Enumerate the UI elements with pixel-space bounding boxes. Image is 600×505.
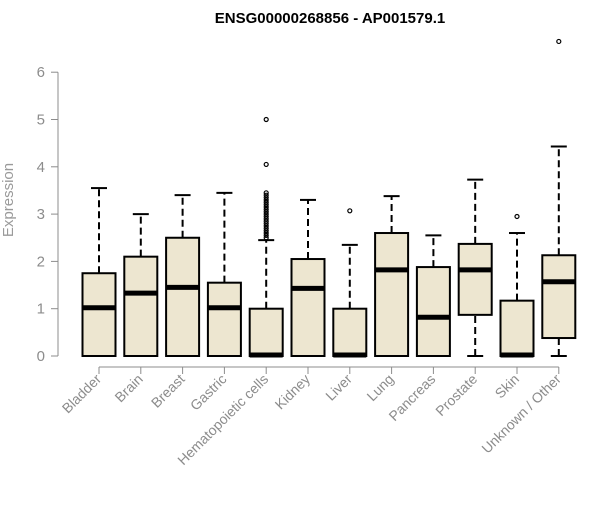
- chart-title: ENSG00000268856 - AP001579.1: [215, 10, 445, 27]
- iqr-box: [81, 272, 117, 358]
- box-lung: [374, 195, 410, 358]
- outlier-point: [263, 223, 269, 229]
- y-tick-label: 2: [37, 253, 45, 270]
- x-tick-label: Prostate: [432, 371, 480, 419]
- box-breast: [165, 194, 201, 357]
- y-tick-label: 4: [37, 159, 45, 176]
- x-tick-label: Lung: [363, 371, 396, 404]
- x-tick-label: Kidney: [272, 371, 314, 413]
- iqr-box: [374, 232, 410, 358]
- iqr-box: [415, 266, 451, 357]
- box-prostate: [457, 178, 493, 357]
- box-gastric: [206, 191, 242, 357]
- outlier-point: [263, 220, 269, 227]
- x-tick-label: Brain: [111, 371, 145, 405]
- box-liver: [332, 208, 368, 358]
- box-unknown-other: [541, 38, 577, 357]
- iqr-box: [457, 242, 493, 316]
- boxes-group: [81, 38, 577, 358]
- outlier-point: [263, 197, 269, 203]
- outlier-point: [263, 116, 269, 123]
- y-tick-label: 3: [37, 206, 45, 223]
- outlier-point: [263, 199, 269, 205]
- outlier-point: [263, 232, 269, 238]
- x-tick-label: Skin: [492, 371, 523, 402]
- outlier-point: [263, 213, 269, 220]
- iqr-box: [206, 281, 242, 357]
- outlier-point: [263, 206, 269, 212]
- outlier-point: [263, 194, 269, 201]
- outlier-point: [263, 225, 269, 231]
- outlier-point: [263, 228, 269, 234]
- iqr-box: [541, 254, 577, 340]
- outlier-point: [263, 192, 269, 198]
- outlier-point: [263, 190, 269, 196]
- y-tick-label: 1: [37, 301, 45, 318]
- y-tick-label: 5: [37, 112, 45, 129]
- outlier-point: [263, 230, 269, 236]
- iqr-box: [290, 258, 326, 357]
- outlier-point: [263, 209, 269, 215]
- y-axis-label: Expression: [0, 163, 17, 237]
- outlier-point: [347, 208, 353, 214]
- outlier-point: [556, 38, 562, 45]
- y-axis: 0 1 2 3 4 5 6: [37, 64, 59, 365]
- x-tick-label: Unknown / Other: [478, 371, 564, 457]
- iqr-box: [499, 299, 535, 357]
- x-tick-label: Liver: [322, 371, 355, 404]
- outlier-point: [263, 204, 269, 210]
- y-tick-label: 0: [37, 348, 45, 365]
- box-pancreas: [415, 234, 451, 357]
- iqr-box: [332, 307, 368, 358]
- x-tick-label: Breast: [148, 371, 188, 411]
- outlier-point: [263, 235, 269, 241]
- x-tick-label: Bladder: [59, 371, 105, 417]
- outlier-point: [514, 213, 520, 220]
- outlier-point: [263, 211, 269, 217]
- outlier-point: [263, 218, 269, 224]
- iqr-box: [165, 236, 201, 357]
- box-hematopoietic-cells: [248, 116, 284, 358]
- y-tick-label: 6: [37, 64, 45, 81]
- outlier-point: [263, 202, 269, 208]
- box-brain: [123, 213, 159, 358]
- outlier-point: [263, 216, 269, 222]
- box-kidney: [290, 198, 326, 357]
- box-bladder: [81, 187, 117, 358]
- box-skin: [499, 213, 535, 358]
- iqr-box: [248, 307, 284, 358]
- outlier-point: [263, 161, 269, 168]
- iqr-box: [123, 255, 159, 358]
